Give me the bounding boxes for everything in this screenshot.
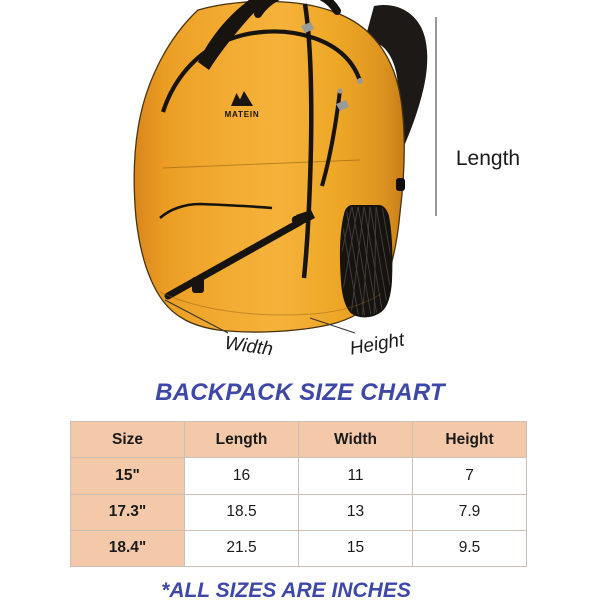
svg-text:MATEIN: MATEIN bbox=[225, 110, 260, 119]
svg-text:Length: Length bbox=[456, 147, 520, 170]
svg-text:Height: Height bbox=[348, 329, 406, 359]
svg-text:Width: Width bbox=[223, 333, 274, 361]
